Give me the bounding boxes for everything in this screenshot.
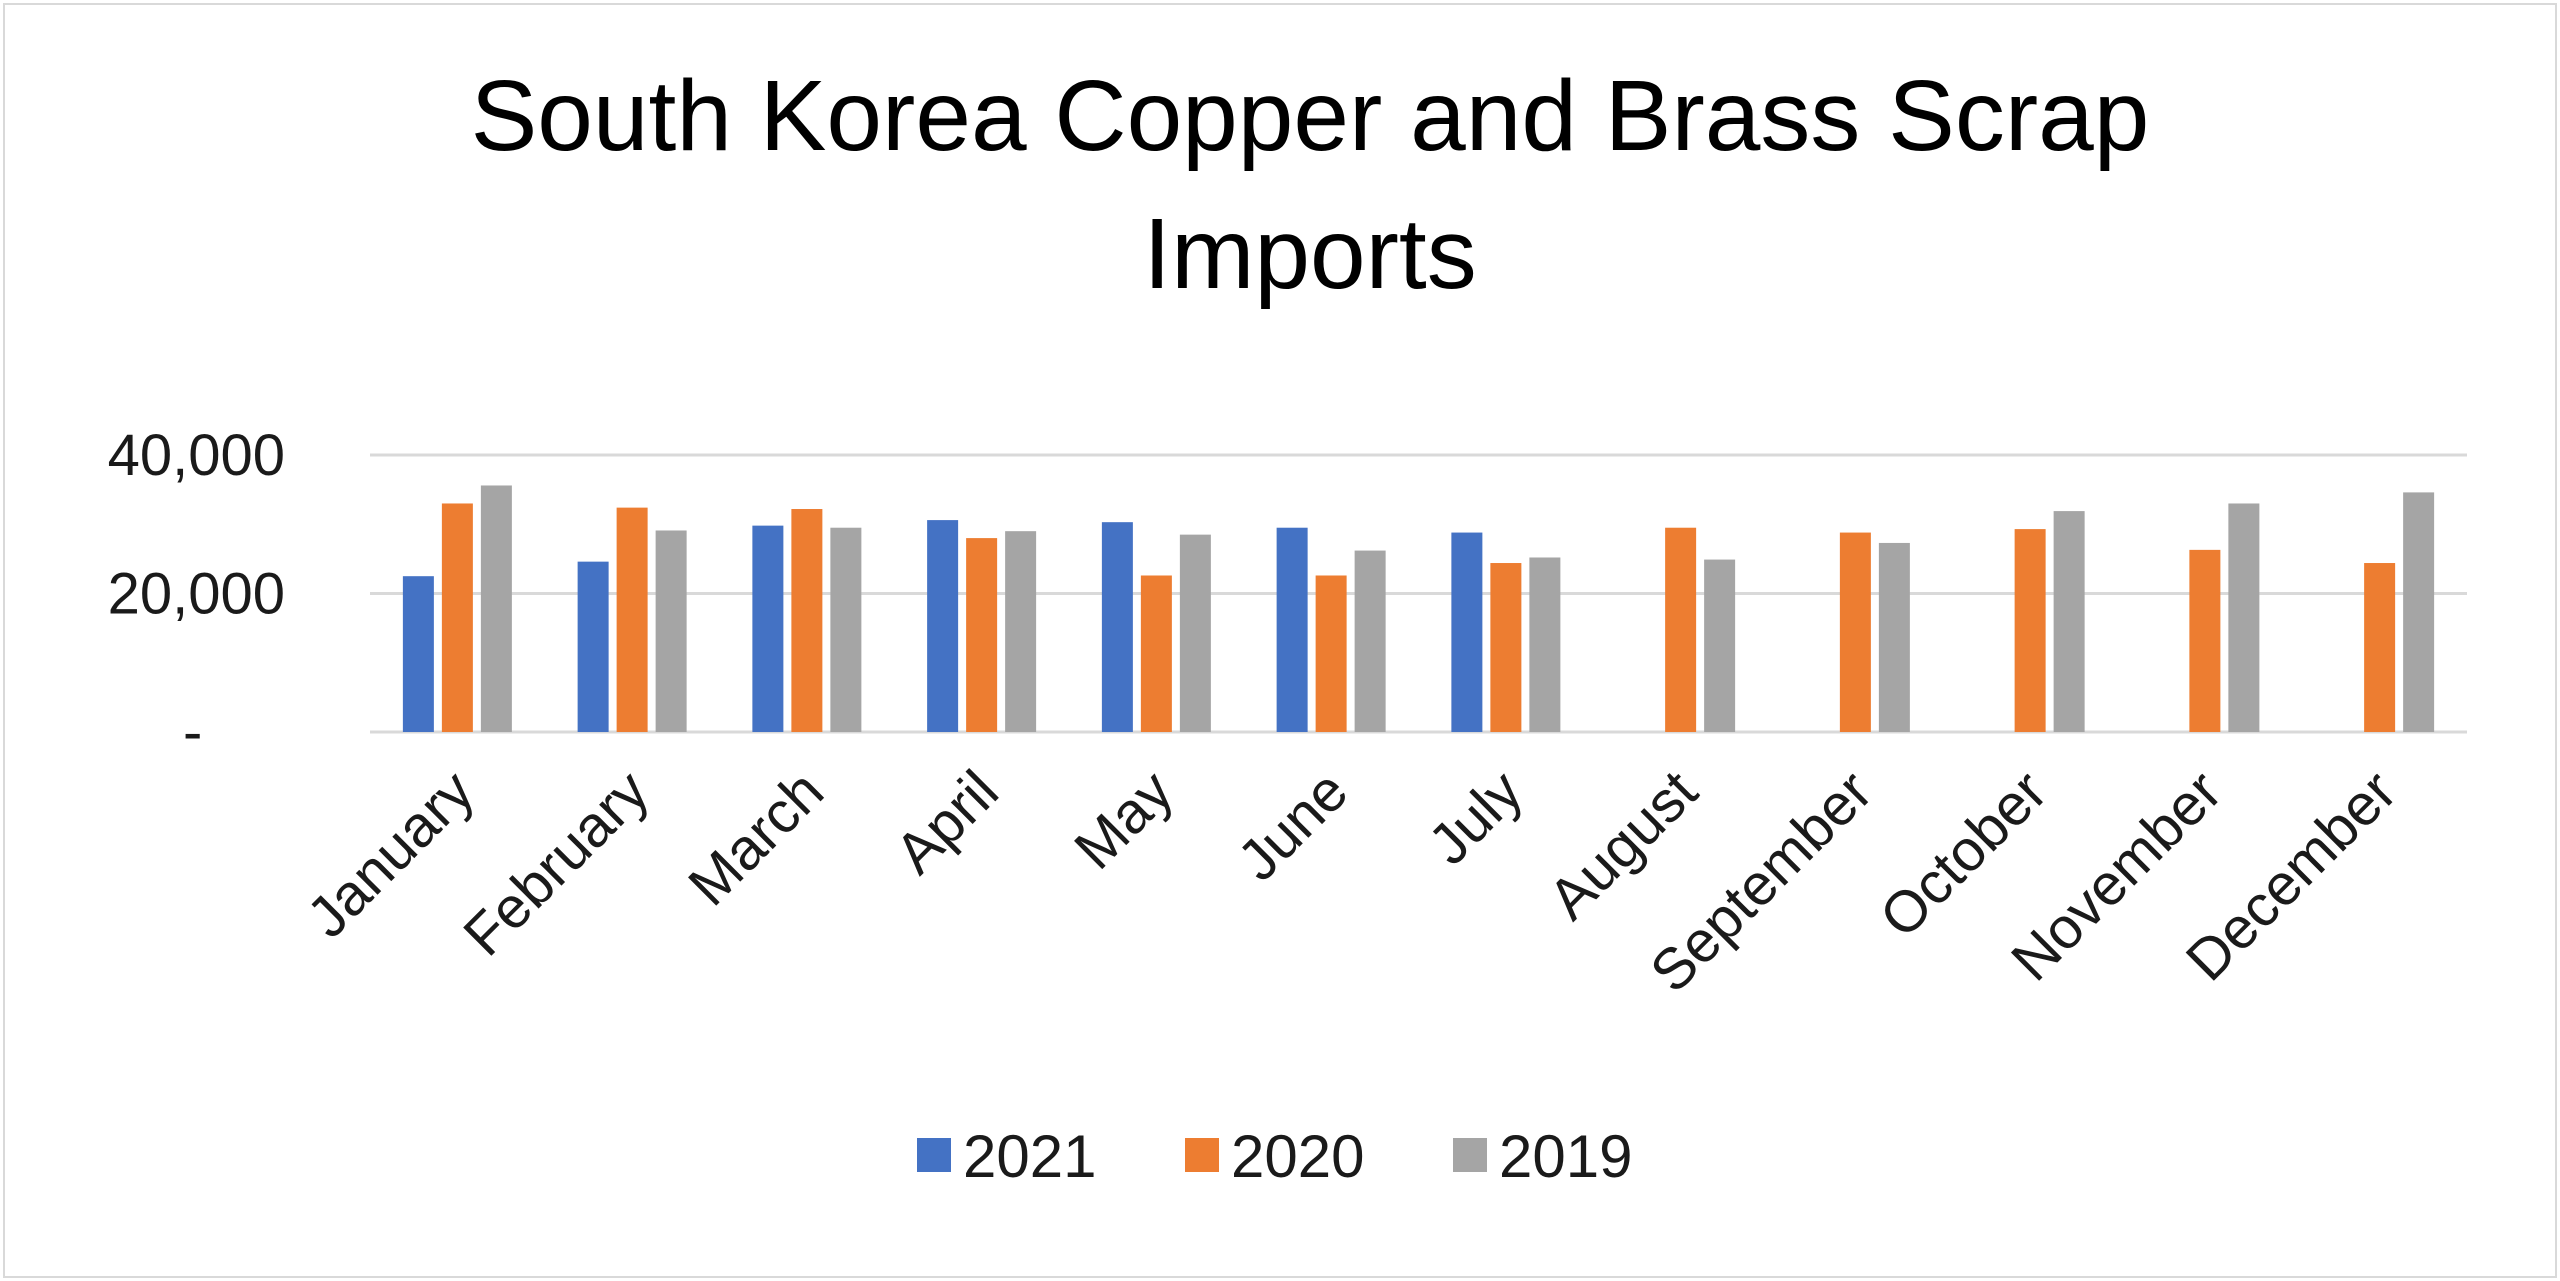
legend: 2021 2020 2019 (917, 1123, 1632, 1190)
x-category-label: April (883, 758, 1011, 886)
gridlines (370, 453, 2467, 734)
bar-2019-february (655, 530, 687, 732)
bar-2019-january (480, 485, 512, 732)
bar-2019-march (830, 527, 862, 732)
bar-2020-march (791, 509, 823, 732)
bar-2020-may (1140, 575, 1172, 732)
bar-2021-june (1276, 527, 1308, 732)
x-category-label: March (676, 758, 836, 918)
bar-2021-july (1451, 532, 1483, 732)
bar-chart: South Korea Copper and Brass Scrap Import… (108, 60, 2467, 1190)
chart-title-line: Imports (1143, 198, 1476, 310)
bar-2021-january (402, 576, 434, 732)
bar-2021-may (1101, 522, 1133, 732)
bar-2021-february (577, 561, 609, 732)
x-category-label: July (1416, 758, 1535, 877)
bar-2020-february (616, 507, 648, 732)
bar-2019-june (1354, 550, 1386, 732)
y-tick-label: - (183, 700, 202, 765)
x-category-label: June (1225, 758, 1360, 893)
bar-2020-august (1665, 527, 1697, 732)
bar-2019-september (1878, 542, 1910, 732)
bars (402, 485, 2435, 732)
y-tick-label: 20,000 (108, 562, 285, 627)
bar-2019-may (1179, 534, 1211, 732)
bar-2020-april (966, 538, 998, 732)
bar-2019-july (1529, 557, 1561, 732)
legend-swatch-2020 (1185, 1138, 1219, 1172)
bar-2019-october (2053, 511, 2085, 732)
bar-2020-december (2364, 563, 2396, 732)
bar-2020-january (441, 503, 473, 732)
bar-2020-november (2189, 549, 2221, 732)
bar-2019-december (2403, 492, 2435, 732)
legend-swatch-2019 (1453, 1138, 1487, 1172)
bar-2019-august (1704, 559, 1736, 732)
bar-2021-april (927, 520, 959, 732)
chart-title: South Korea Copper and Brass Scrap Import… (471, 60, 2150, 310)
x-category-label: May (1062, 758, 1185, 881)
bar-2020-july (1490, 563, 1522, 732)
legend-label-2019: 2019 (1499, 1123, 1632, 1190)
bar-2020-october (2014, 529, 2046, 732)
y-axis-ticks: - 20,000 40,000 (108, 423, 285, 765)
legend-label-2021: 2021 (963, 1123, 1096, 1190)
legend-swatch-2021 (917, 1138, 951, 1172)
chart-frame: South Korea Copper and Brass Scrap Import… (3, 3, 2557, 1278)
bar-2020-june (1315, 575, 1347, 732)
bar-2020-september (1839, 532, 1871, 732)
x-category-label: August (1536, 758, 1710, 932)
x-category-label: February (451, 758, 661, 968)
chart-title-line: South Korea Copper and Brass Scrap (471, 60, 2150, 172)
bar-2019-april (1005, 531, 1037, 732)
bar-2019-november (2228, 503, 2260, 732)
legend-label-2020: 2020 (1231, 1123, 1364, 1190)
bar-2021-march (752, 525, 784, 732)
y-tick-label: 40,000 (108, 423, 285, 488)
